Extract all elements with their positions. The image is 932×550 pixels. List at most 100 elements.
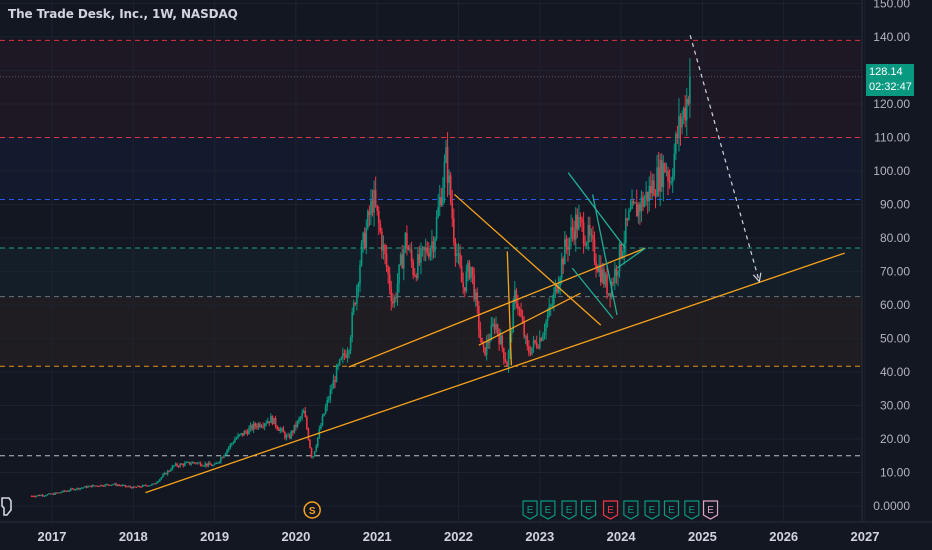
earnings-label: E — [688, 505, 695, 516]
y-tick-label: 60.00 — [880, 298, 910, 312]
candle-body — [650, 185, 652, 194]
projection-line[interactable] — [689, 35, 760, 282]
candle-body — [678, 116, 680, 137]
candle-body — [653, 180, 655, 196]
candle-body — [532, 340, 535, 348]
candle-body — [41, 495, 44, 497]
time-axis[interactable]: 2017 2018 2019 2020 2021 2022 2023 2024 2025 2026… — [38, 529, 880, 544]
candle-body — [395, 297, 397, 299]
candle-body — [338, 359, 341, 365]
trendline[interactable] — [592, 194, 618, 316]
candle-body — [507, 351, 510, 367]
earnings-icon[interactable] — [522, 500, 538, 520]
candle-body — [198, 462, 200, 464]
projection-arrowhead[interactable] — [752, 272, 762, 283]
candle-body — [381, 231, 383, 251]
trendline[interactable] — [145, 252, 845, 494]
candle-body — [504, 358, 507, 363]
trendline[interactable] — [571, 267, 614, 319]
y-tick-label: 150.00 — [873, 0, 910, 11]
candle-body — [179, 463, 182, 467]
y-tick-label: 70.00 — [880, 265, 910, 279]
trendline[interactable] — [567, 172, 626, 249]
candle-body — [396, 283, 399, 299]
candle-body — [463, 287, 466, 292]
candlesticks — [30, 58, 691, 498]
candle-body — [620, 243, 622, 257]
earnings-icon[interactable] — [602, 500, 619, 520]
earnings-icon[interactable] — [561, 500, 577, 520]
candle-body — [232, 442, 235, 444]
candle-body — [562, 258, 565, 265]
candle-body — [157, 481, 160, 483]
trendlines[interactable] — [145, 172, 845, 494]
trendline[interactable] — [616, 247, 646, 269]
candle-body — [281, 428, 283, 430]
candle-body — [662, 163, 665, 188]
candle-body — [193, 462, 196, 464]
candle-body — [592, 235, 594, 240]
candle-body — [209, 462, 211, 465]
candle-body — [202, 465, 205, 467]
candle-body — [137, 485, 139, 488]
candle-body — [640, 196, 643, 212]
candle-body — [96, 485, 99, 487]
x-tick-label: 2019 — [200, 529, 229, 544]
candle-body — [127, 486, 130, 488]
y-tick-label: 80.00 — [880, 231, 910, 245]
trendline[interactable] — [348, 247, 646, 368]
drawing-tool-icon[interactable] — [0, 496, 14, 518]
candle-body — [307, 428, 310, 440]
dividend-icon[interactable] — [303, 501, 321, 519]
x-tick-label: 2024 — [607, 529, 637, 544]
candle-body — [340, 357, 343, 360]
earnings-icon[interactable] — [684, 500, 700, 520]
x-tick-label: 2023 — [525, 529, 554, 544]
trendline[interactable] — [478, 292, 581, 346]
earnings-icon[interactable] — [540, 500, 556, 520]
candle-body — [634, 202, 636, 204]
earnings-icon[interactable] — [623, 500, 639, 520]
candle-body — [442, 187, 444, 205]
trendline[interactable] — [506, 251, 512, 366]
candle-body — [654, 195, 657, 197]
candle-body — [348, 350, 350, 354]
candle-body — [537, 346, 540, 348]
candle-body — [639, 204, 641, 212]
candle-body — [199, 462, 202, 466]
candle-body — [235, 437, 238, 440]
candle-body — [492, 323, 494, 326]
price-axis[interactable]: 0.0000 10.00 20.00 30.00 40.00 50.00 60.00 70.0… — [873, 0, 910, 513]
projection-arrow[interactable] — [689, 35, 762, 283]
y-tick-label: 10.00 — [880, 466, 910, 480]
candle-body — [401, 254, 404, 269]
candle-body — [343, 353, 346, 356]
candle-body — [221, 457, 224, 459]
candle-body — [257, 423, 260, 428]
candle-body — [618, 243, 621, 271]
candle-body — [265, 423, 267, 425]
candle-body — [420, 248, 422, 263]
candle-body — [320, 425, 322, 430]
earnings-icon[interactable] — [644, 500, 660, 520]
candle-body — [584, 243, 586, 246]
candle-body — [670, 182, 672, 184]
candle-body — [460, 265, 463, 283]
candle-body — [254, 423, 257, 427]
candle-body — [240, 433, 242, 435]
earnings-icon[interactable] — [580, 500, 597, 520]
trendline[interactable] — [454, 193, 602, 326]
y-tick-label: 100.00 — [873, 164, 910, 178]
candle-body — [443, 162, 446, 188]
earnings-icon[interactable] — [663, 500, 680, 520]
earnings-icon[interactable] — [702, 500, 719, 520]
candle-body — [351, 312, 353, 338]
candle-body — [479, 329, 482, 338]
candle-body — [534, 340, 536, 343]
candle-body — [645, 191, 647, 200]
candle-body — [151, 483, 153, 486]
candle-body — [207, 462, 210, 466]
candle-body — [334, 379, 336, 383]
